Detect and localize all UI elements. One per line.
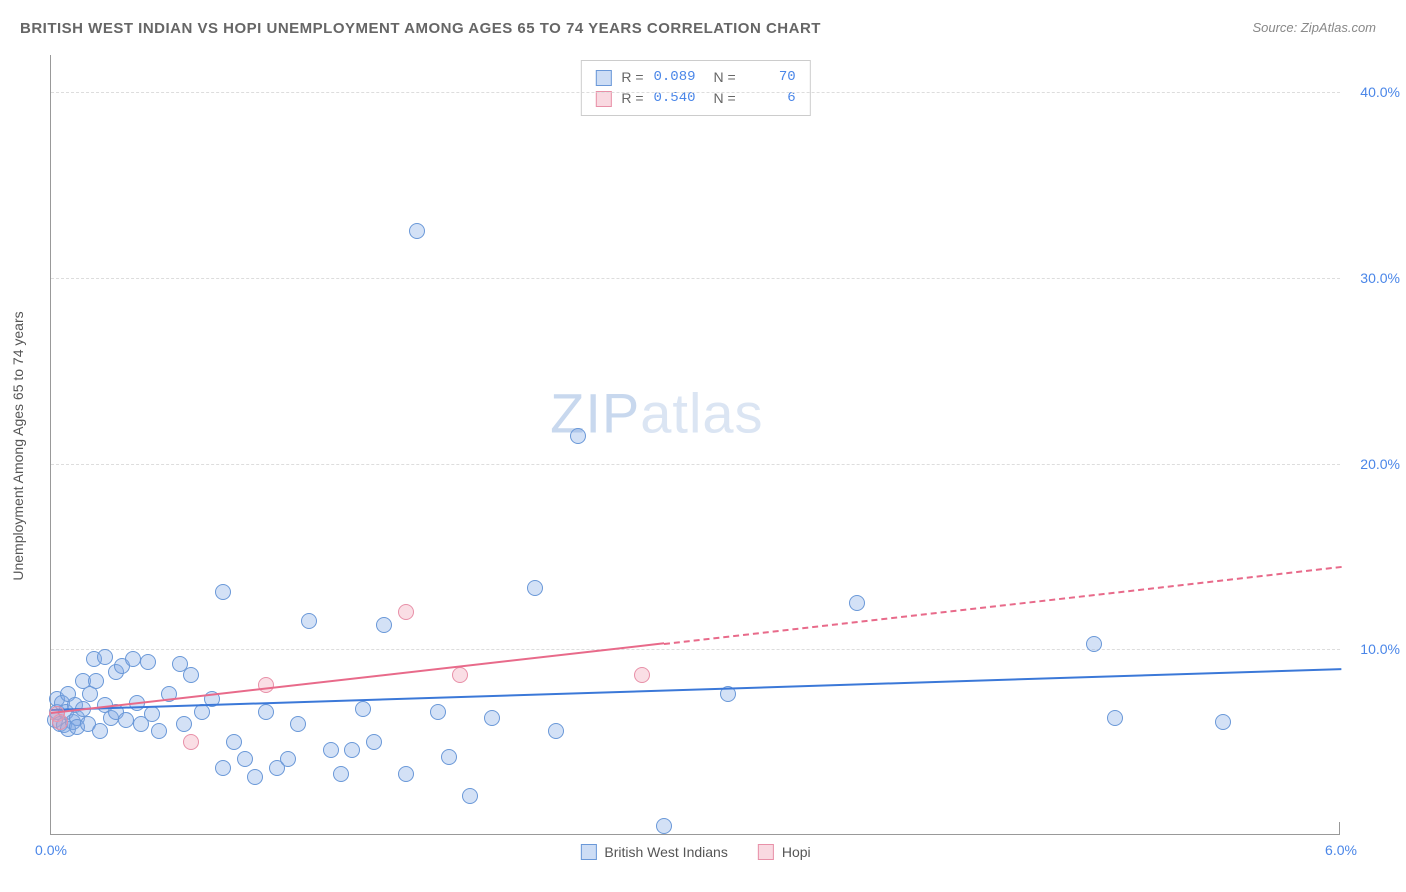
legend-n-label: N = — [714, 67, 736, 88]
data-point — [215, 760, 231, 776]
data-point — [176, 716, 192, 732]
data-point — [1086, 636, 1102, 652]
data-point — [527, 580, 543, 596]
data-point — [430, 704, 446, 720]
data-point — [88, 673, 104, 689]
data-point — [194, 704, 210, 720]
data-point — [323, 742, 339, 758]
data-point — [301, 613, 317, 629]
x-tick-label: 6.0% — [1325, 842, 1357, 858]
data-point — [398, 766, 414, 782]
data-point — [355, 701, 371, 717]
series-legend-item: British West Indians — [580, 844, 727, 860]
legend-swatch — [595, 70, 611, 86]
correlation-legend: R = 0.089 N = 70 R = 0.540 N = 6 — [580, 60, 810, 116]
data-point — [183, 667, 199, 683]
legend-n-label: N = — [714, 88, 736, 109]
data-point — [215, 584, 231, 600]
legend-swatch — [580, 844, 596, 860]
legend-row: R = 0.089 N = 70 — [595, 67, 795, 88]
data-point — [92, 723, 108, 739]
legend-row: R = 0.540 N = 6 — [595, 88, 795, 109]
data-point — [570, 428, 586, 444]
legend-n-value: 6 — [746, 88, 796, 109]
y-tick-label: 30.0% — [1360, 270, 1400, 286]
gridline — [51, 278, 1340, 279]
series-name: Hopi — [782, 844, 811, 860]
data-point — [280, 751, 296, 767]
data-point — [140, 654, 156, 670]
watermark-atlas: atlas — [640, 382, 763, 445]
data-point — [634, 667, 650, 683]
gridline — [51, 649, 1340, 650]
x-tick-label: 0.0% — [35, 842, 67, 858]
data-point — [237, 751, 253, 767]
legend-swatch — [758, 844, 774, 860]
data-point — [344, 742, 360, 758]
chart-plot-area: ZIPatlas R =0.089N =70R =0.540N =6 Briti… — [50, 55, 1340, 835]
series-legend-item: Hopi — [758, 844, 811, 860]
data-point — [52, 714, 68, 730]
data-point — [333, 766, 349, 782]
y-tick-label: 20.0% — [1360, 456, 1400, 472]
chart-title: BRITISH WEST INDIAN VS HOPI UNEMPLOYMENT… — [20, 20, 821, 37]
watermark-zip: ZIP — [550, 382, 640, 445]
series-legend: British West Indians Hopi — [580, 844, 810, 860]
data-point — [849, 595, 865, 611]
x-axis-end-tick — [1339, 822, 1340, 834]
data-point — [125, 651, 141, 667]
data-point — [376, 617, 392, 633]
data-point — [441, 749, 457, 765]
data-point — [366, 734, 382, 750]
legend-r-value: 0.089 — [654, 67, 704, 88]
data-point — [290, 716, 306, 732]
legend-n-value: 70 — [746, 67, 796, 88]
data-point — [484, 710, 500, 726]
legend-r-label: R = — [621, 67, 643, 88]
data-point — [247, 769, 263, 785]
data-point — [97, 649, 113, 665]
data-point — [226, 734, 242, 750]
data-point — [656, 818, 672, 834]
data-point — [452, 667, 468, 683]
trend-line — [664, 566, 1341, 645]
data-point — [118, 712, 134, 728]
data-point — [1215, 714, 1231, 730]
data-point — [144, 706, 160, 722]
data-point — [462, 788, 478, 804]
legend-r-value: 0.540 — [654, 88, 704, 109]
data-point — [258, 704, 274, 720]
data-point — [398, 604, 414, 620]
data-point — [548, 723, 564, 739]
gridline — [51, 92, 1340, 93]
data-point — [409, 223, 425, 239]
legend-r-label: R = — [621, 88, 643, 109]
gridline — [51, 464, 1340, 465]
source-attribution: Source: ZipAtlas.com — [1252, 20, 1376, 35]
y-tick-label: 10.0% — [1360, 641, 1400, 657]
data-point — [151, 723, 167, 739]
data-point — [183, 734, 199, 750]
y-tick-label: 40.0% — [1360, 84, 1400, 100]
data-point — [1107, 710, 1123, 726]
series-name: British West Indians — [604, 844, 727, 860]
y-axis-label: Unemployment Among Ages 65 to 74 years — [10, 311, 26, 580]
